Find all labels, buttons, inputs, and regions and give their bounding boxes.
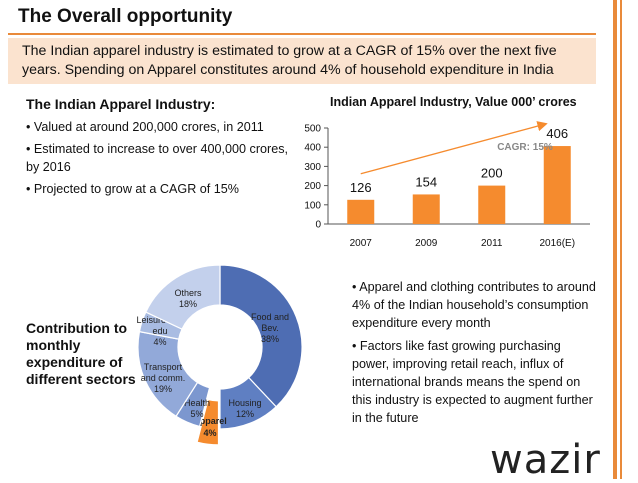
donut-slice-label: Transport and comm. 19% <box>141 362 186 394</box>
y-tick-label: 300 <box>304 162 321 173</box>
donut-slice-apparel <box>196 398 220 446</box>
bar-chart-title: Indian Apparel Industry, Value 000’ cror… <box>330 95 577 109</box>
bar-2009 <box>412 194 440 224</box>
x-tick-label: 2007 <box>350 238 373 249</box>
title-bar: The Overall opportunity <box>0 0 638 36</box>
donut-chart: Food and Bev. 38% Housing 12%Apparel 4%Health… <box>136 264 303 446</box>
donut-slice-housing <box>219 376 277 430</box>
donut-slice-label: Housing 12% <box>228 398 261 419</box>
title-divider <box>8 33 596 35</box>
bar-value-label: 406 <box>546 126 568 141</box>
donut-slice-label: Leisure and edu 4% <box>136 315 183 347</box>
donut-slice-food-and-bev <box>219 264 303 408</box>
slide-title: The Overall opportunity <box>18 6 233 27</box>
bullet-item: • Estimated to increase to over 400,000 … <box>26 142 289 174</box>
apparel-insight-bullets: • Apparel and clothing contributes to ar… <box>352 278 597 432</box>
right-accent-bar <box>613 0 617 479</box>
summary-banner <box>8 38 596 84</box>
bar-2007 <box>347 199 375 224</box>
cagr-arrow <box>360 121 548 175</box>
wazir-logo: wazir <box>490 437 601 483</box>
y-tick-label: 200 <box>304 181 321 192</box>
donut-slice-label: Others 18% <box>174 288 202 309</box>
cagr-annotation: CAGR: 15% <box>497 142 553 153</box>
bullet-item: • Factors like fast growing purchasing p… <box>352 339 593 425</box>
industry-bullets: • Valued at around 200,000 crores, in 20… <box>26 118 291 202</box>
contribution-label: Contribution to monthly expenditure of d… <box>26 320 136 387</box>
right-accent-bar-thin <box>620 0 622 479</box>
donut-slice-label: Food and Bev. 38% <box>251 312 289 344</box>
bullet-item: • Apparel and clothing contributes to ar… <box>352 280 596 330</box>
bar-value-label: 126 <box>350 180 372 195</box>
bar-2011 <box>478 185 506 224</box>
y-tick-label: 500 <box>304 124 321 135</box>
y-tick-label: 0 <box>315 220 321 231</box>
x-tick-label: 2009 <box>415 238 438 249</box>
banner-text: The Indian apparel industry is estimated… <box>22 43 557 78</box>
bar-2016(E) <box>543 146 571 224</box>
bullet-item: • Projected to grow at a CAGR of 15% <box>26 182 240 196</box>
industry-heading: The Indian Apparel Industry: <box>26 96 216 112</box>
y-tick-label: 400 <box>304 143 321 154</box>
bar-value-label: 200 <box>481 166 503 181</box>
y-tick-label: 100 <box>304 200 321 211</box>
bullet-item: • Valued at around 200,000 crores, in 20… <box>26 120 264 134</box>
donut-slice-label: Apparel 4% <box>193 416 227 438</box>
donut-slice-others <box>145 264 221 330</box>
bar-value-label: 154 <box>415 174 437 189</box>
x-tick-label: 2011 <box>481 238 503 249</box>
x-tick-label: 2016(E) <box>539 238 575 249</box>
donut-slice-label: Health 5% <box>184 398 210 419</box>
bar-chart: 0 100 200 300 400 500 126 2007 154 2009 200 2011 406… <box>304 121 590 249</box>
